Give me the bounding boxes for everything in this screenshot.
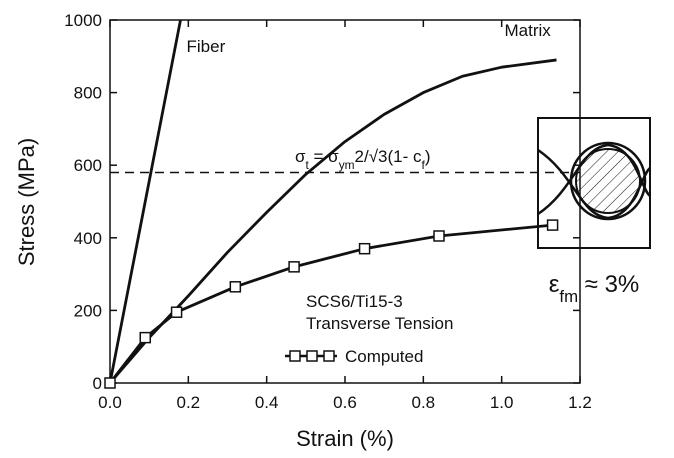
x-tick-label: 0.6 [333, 393, 357, 412]
series-line [108, 19, 182, 384]
legend-marker [323, 350, 335, 362]
y-tick-label: 400 [74, 229, 102, 248]
x-tick-label: 1.2 [568, 393, 592, 412]
x-axis-title: Strain (%) [296, 426, 394, 451]
y-tick-label: 1000 [64, 11, 102, 30]
marker [288, 261, 300, 273]
marker [229, 281, 242, 293]
x-tick-label: 0.2 [177, 393, 201, 412]
subscript: fm [559, 287, 578, 306]
y-tick-label: 800 [74, 84, 102, 103]
y-axis-title: Stress (MPa) [14, 138, 39, 266]
inset-diagram [537, 117, 651, 249]
legend-marker [289, 350, 301, 362]
text-part: σ [295, 147, 306, 166]
marker [104, 377, 116, 389]
annotation: SCS6/Ti15-3 [306, 292, 403, 311]
series-label: Fiber [187, 37, 226, 56]
subscript: t [306, 158, 310, 172]
subscript: f [422, 158, 426, 172]
inset-label: εfm ≈ 3% [549, 271, 640, 306]
text-part: ε [549, 271, 560, 298]
marker [433, 230, 445, 242]
x-tick-label: 0.4 [255, 393, 279, 412]
x-tick-label: 0.8 [412, 393, 436, 412]
x-tick-label: 0.0 [98, 393, 122, 412]
marker [546, 219, 559, 231]
text-part: ) [425, 147, 431, 166]
text-part: ≈ 3% [578, 271, 639, 298]
y-tick-label: 0 [93, 374, 102, 393]
y-tick-label: 600 [74, 156, 102, 175]
text-part: 2/√3(1- c [355, 147, 422, 166]
series-label: Matrix [505, 21, 552, 40]
annotation: Transverse Tension [306, 314, 453, 333]
threshold-label: σt = σym2/√3(1- cf) [295, 147, 431, 172]
x-tick-label: 1.0 [490, 393, 514, 412]
subscript: ym [339, 158, 355, 172]
legend-label: Computed [345, 347, 423, 366]
marker [358, 242, 371, 255]
legend-marker [306, 350, 318, 362]
series-line [108, 58, 557, 384]
marker [170, 306, 183, 318]
marker [139, 331, 151, 344]
y-tick-label: 200 [74, 301, 102, 320]
